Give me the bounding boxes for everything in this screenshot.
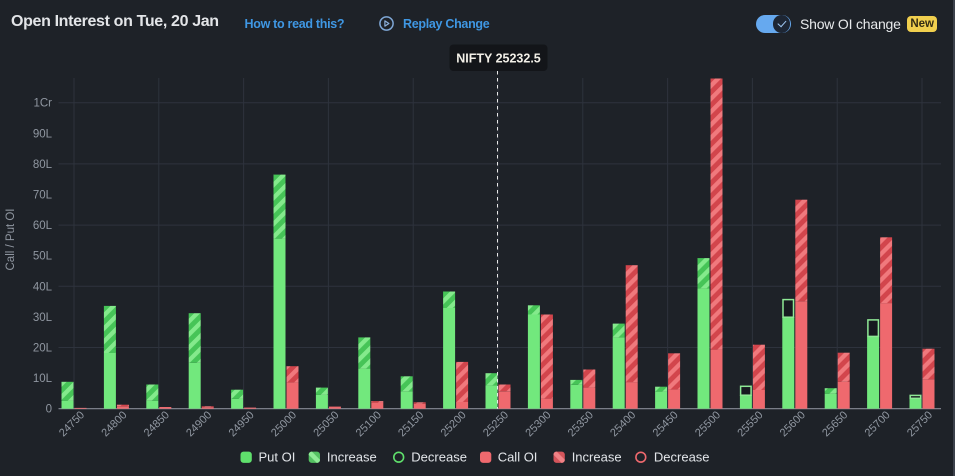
svg-text:25150: 25150 (396, 409, 426, 439)
svg-text:Put OI: Put OI (259, 450, 296, 465)
svg-text:25000: 25000 (269, 409, 299, 439)
svg-text:50L: 50L (33, 251, 53, 263)
svg-text:25450: 25450 (651, 409, 681, 439)
svg-text:Call OI: Call OI (498, 450, 538, 465)
svg-text:40L: 40L (33, 281, 53, 293)
svg-text:25350: 25350 (566, 409, 596, 439)
svg-text:25750: 25750 (905, 409, 935, 439)
svg-text:0: 0 (46, 404, 52, 416)
svg-text:25700: 25700 (863, 409, 893, 439)
svg-text:90L: 90L (33, 128, 53, 140)
svg-text:20L: 20L (33, 343, 53, 355)
svg-text:70L: 70L (33, 190, 53, 202)
svg-text:Call / Put OI: Call / Put OI (5, 209, 17, 271)
svg-text:NIFTY 25232.5: NIFTY 25232.5 (456, 52, 541, 66)
svg-text:Decrease: Decrease (654, 450, 710, 465)
svg-text:24800: 24800 (99, 409, 129, 439)
svg-text:60L: 60L (33, 220, 53, 232)
svg-text:24750: 24750 (57, 409, 87, 439)
svg-text:1Cr: 1Cr (33, 98, 52, 110)
svg-text:80L: 80L (33, 159, 53, 171)
svg-text:25250: 25250 (481, 409, 511, 439)
svg-text:24850: 24850 (142, 409, 172, 439)
svg-text:24900: 24900 (184, 409, 214, 439)
svg-text:10L: 10L (33, 373, 53, 385)
svg-text:Increase: Increase (572, 450, 622, 465)
svg-text:24950: 24950 (227, 409, 257, 439)
svg-text:30L: 30L (33, 312, 53, 324)
svg-text:25650: 25650 (820, 409, 850, 439)
svg-text:25050: 25050 (311, 409, 341, 439)
svg-text:Decrease: Decrease (411, 450, 467, 465)
svg-text:25200: 25200 (439, 409, 469, 439)
svg-text:25500: 25500 (693, 409, 723, 439)
svg-text:25600: 25600 (778, 409, 808, 439)
svg-text:Increase: Increase (327, 450, 377, 465)
svg-text:25400: 25400 (608, 409, 638, 439)
svg-text:25300: 25300 (523, 409, 553, 439)
svg-text:25550: 25550 (735, 409, 765, 439)
svg-text:25100: 25100 (354, 409, 384, 439)
